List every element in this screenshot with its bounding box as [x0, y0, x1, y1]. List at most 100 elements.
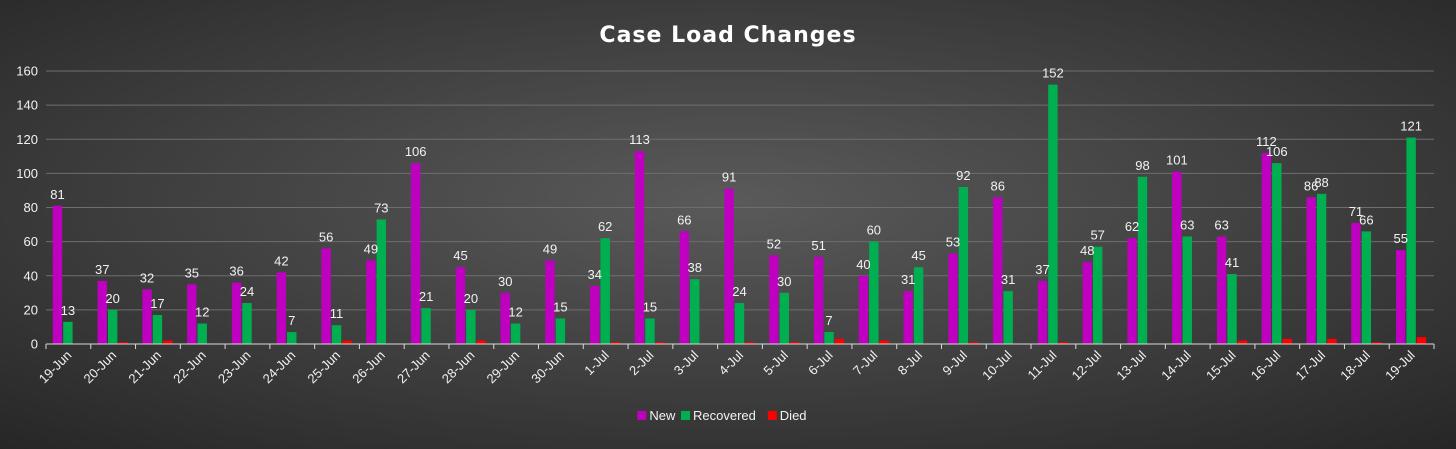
bar-new [679, 231, 690, 344]
data-label-recovered: 38 [687, 260, 701, 275]
data-label-new: 86 [1304, 178, 1318, 193]
data-label-new: 113 [629, 132, 650, 147]
bar-recovered [331, 325, 342, 344]
data-label-new: 30 [498, 274, 512, 289]
bar-recovered [824, 332, 834, 344]
data-label-new: 63 [1214, 218, 1228, 233]
bar-recovered [1227, 274, 1237, 344]
bar-new [500, 292, 510, 344]
data-label-recovered: 20 [105, 291, 119, 306]
bar-recovered [1048, 84, 1058, 345]
bar-new [948, 253, 958, 344]
bar-new [1396, 250, 1406, 344]
bar-new [1172, 171, 1182, 344]
bar-recovered [1092, 246, 1103, 344]
legend-swatch [637, 411, 647, 420]
bar-recovered [1361, 231, 1372, 344]
bar-recovered [421, 308, 431, 344]
bar-new [1306, 197, 1316, 344]
data-label-new: 52 [767, 236, 781, 251]
bar-new [993, 197, 1003, 344]
data-label-recovered: 106 [1266, 144, 1288, 159]
data-label-new: 112 [1256, 134, 1277, 149]
bar-new [1216, 236, 1227, 344]
legend-swatch [767, 411, 777, 420]
bar-recovered [555, 318, 566, 344]
data-label-new: 35 [185, 265, 199, 280]
data-label-new: 106 [405, 144, 427, 159]
data-label-new: 42 [274, 253, 288, 268]
bar-new [1127, 238, 1137, 344]
bar-died [879, 340, 889, 344]
bar-recovered [645, 318, 655, 344]
legend-label: Recovered [693, 408, 756, 423]
bar-recovered [1003, 291, 1013, 344]
data-label-new: 71 [1349, 204, 1363, 219]
legend-label: New [649, 408, 676, 423]
bar-new [366, 260, 376, 344]
bar-recovered [1406, 137, 1416, 344]
bar-recovered [152, 314, 163, 344]
bar-died [163, 340, 173, 344]
data-label-new: 49 [543, 241, 557, 256]
bar-new [187, 284, 197, 344]
data-label-recovered: 12 [195, 305, 209, 320]
data-label-recovered: 45 [911, 248, 925, 263]
bar-died [610, 342, 621, 344]
bar-recovered [1137, 176, 1148, 344]
data-label-recovered: 20 [464, 291, 478, 306]
legend-item-died: Died [767, 408, 807, 423]
data-label-recovered: 7 [825, 313, 832, 328]
data-label-new: 51 [811, 238, 825, 253]
data-label-recovered: 41 [1225, 255, 1239, 270]
y-tick-label: 20 [24, 302, 38, 317]
bar-new [590, 285, 600, 344]
data-label-new: 101 [1166, 153, 1188, 168]
y-tick-label: 80 [24, 200, 38, 215]
data-label-new: 49 [364, 241, 378, 256]
data-label-recovered: 88 [1314, 175, 1328, 190]
bar-recovered [779, 292, 789, 344]
data-label-recovered: 21 [419, 289, 433, 304]
data-label-recovered: 63 [1180, 218, 1194, 233]
bar-new [545, 260, 555, 344]
data-label-new: 40 [856, 257, 870, 272]
bar-new [142, 289, 152, 344]
y-tick-label: 160 [16, 64, 38, 79]
data-label-recovered: 15 [553, 299, 567, 314]
bar-new [813, 256, 824, 344]
data-label-recovered: 24 [732, 284, 746, 299]
data-label-recovered: 12 [508, 305, 522, 320]
bar-new [1261, 152, 1272, 344]
bar-new [455, 267, 466, 344]
chart-title: Case Load Changes [599, 23, 856, 48]
bar-new [276, 272, 287, 344]
bar-recovered [63, 321, 73, 344]
data-label-recovered: 24 [240, 284, 254, 299]
bar-died [1237, 340, 1248, 344]
data-label-new: 53 [946, 235, 960, 250]
data-label-new: 32 [140, 270, 154, 285]
bar-new [1082, 262, 1092, 344]
data-label-recovered: 98 [1135, 158, 1149, 173]
data-label-recovered: 17 [150, 296, 164, 311]
data-label-new: 81 [50, 187, 64, 202]
bar-recovered [734, 303, 745, 344]
legend-item-recovered: Recovered [681, 408, 756, 423]
bar-new [724, 188, 734, 344]
bar-recovered [1272, 163, 1282, 344]
data-label-new: 55 [1393, 231, 1407, 246]
bar-died [476, 340, 486, 344]
bar-recovered [107, 309, 118, 344]
data-label-new: 37 [95, 262, 109, 277]
y-tick-label: 100 [16, 166, 38, 181]
bar-recovered [242, 303, 252, 344]
bar-recovered [287, 332, 297, 344]
y-tick-label: 0 [31, 337, 38, 352]
data-label-new: 34 [588, 267, 602, 282]
data-label-recovered: 7 [288, 313, 295, 328]
bar-recovered [1182, 236, 1192, 344]
bar-recovered [913, 267, 924, 344]
